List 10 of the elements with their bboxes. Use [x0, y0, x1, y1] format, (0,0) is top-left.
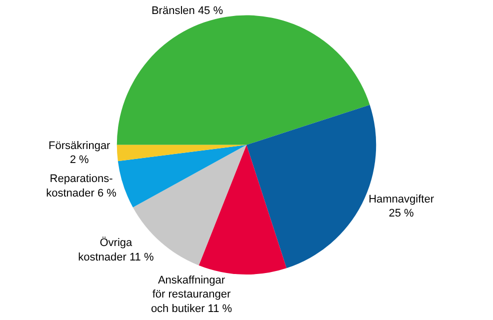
- pie-slice: [198, 144, 287, 274]
- slice-label: Försäkringar 2 %: [48, 140, 111, 166]
- slice-label: Hamnavgifter 25 %: [368, 193, 434, 220]
- slice-label: Reparations- kostnader 6 %: [46, 173, 117, 200]
- pie-slice: [116, 144, 246, 162]
- slice-label: Bränslen 45 %: [151, 4, 224, 17]
- slice-label: Anskaffningar för restauranger och butiker 11 %: [150, 274, 232, 316]
- pie-slice: [118, 144, 246, 208]
- slice-label: Övriga kostnader 11 %: [78, 236, 154, 264]
- pie-slice: [116, 15, 370, 145]
